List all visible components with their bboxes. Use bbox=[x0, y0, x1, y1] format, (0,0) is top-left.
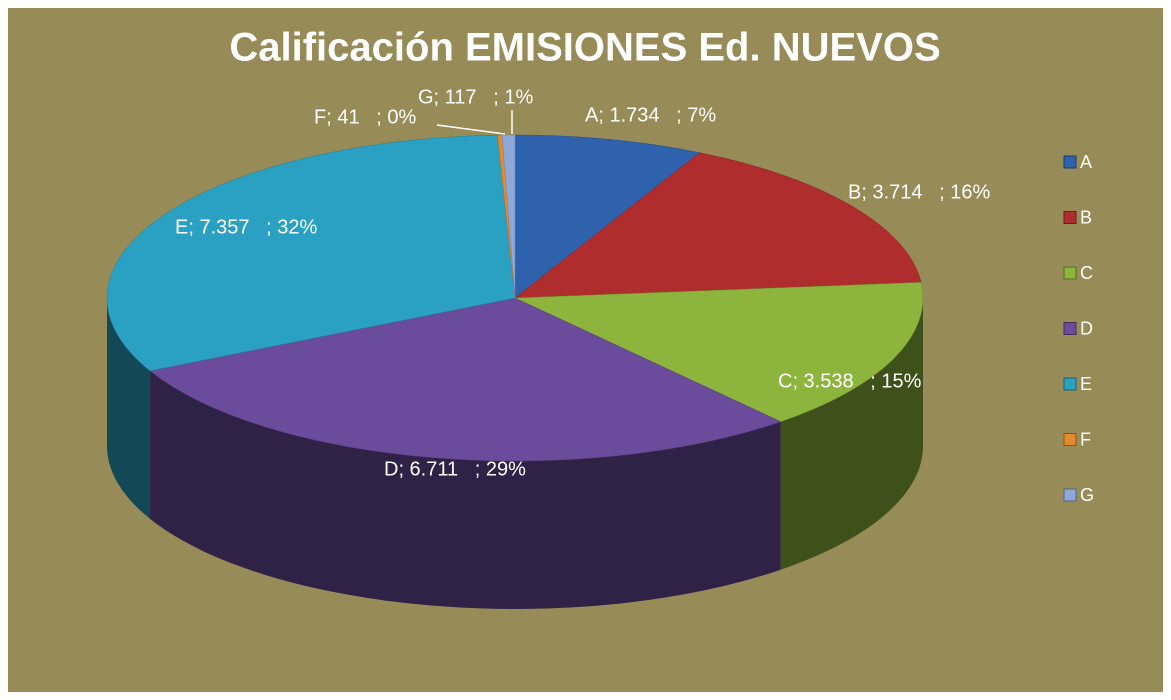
data-label: B; 3.714 ; 16% bbox=[848, 181, 991, 203]
legend-label: C bbox=[1080, 263, 1093, 283]
pie-slice bbox=[501, 134, 516, 299]
legend-label: A bbox=[1080, 152, 1092, 172]
slice-side bbox=[150, 370, 781, 610]
legend-swatch bbox=[1063, 155, 1077, 169]
pie-slice bbox=[514, 134, 701, 299]
legend-swatch bbox=[1063, 377, 1077, 391]
legend-label: E bbox=[1080, 374, 1092, 394]
legend-swatch bbox=[1063, 266, 1077, 280]
data-label: F; 41 ; 0% bbox=[314, 106, 416, 128]
slice-side bbox=[780, 298, 923, 570]
data-label: D; 6.711 ; 29% bbox=[384, 458, 526, 480]
pie-slice bbox=[106, 134, 516, 372]
chart-title: Calificación EMISIONES Ed. NUEVOS bbox=[229, 26, 940, 70]
pie-slice bbox=[514, 152, 922, 299]
data-label: A; 1.734 ; 7% bbox=[585, 104, 716, 126]
data-label: G; 117 ; 1% bbox=[418, 86, 533, 108]
legend-swatch bbox=[1063, 211, 1077, 224]
pie-slice bbox=[514, 282, 924, 422]
leader-line bbox=[436, 124, 506, 135]
legend-label: F bbox=[1080, 429, 1091, 449]
legend-label: G bbox=[1080, 485, 1094, 505]
legend-swatch bbox=[1063, 322, 1077, 335]
legend-label: D bbox=[1080, 318, 1093, 338]
slice-side bbox=[107, 298, 151, 519]
data-label: C; 3.538 ; 15% bbox=[778, 370, 922, 392]
legend-swatch bbox=[1063, 488, 1077, 502]
pie-slice bbox=[149, 297, 782, 462]
data-label: E; 7.357 ; 32% bbox=[175, 216, 318, 238]
legend-swatch bbox=[1063, 433, 1077, 446]
legend-label: B bbox=[1080, 207, 1092, 227]
